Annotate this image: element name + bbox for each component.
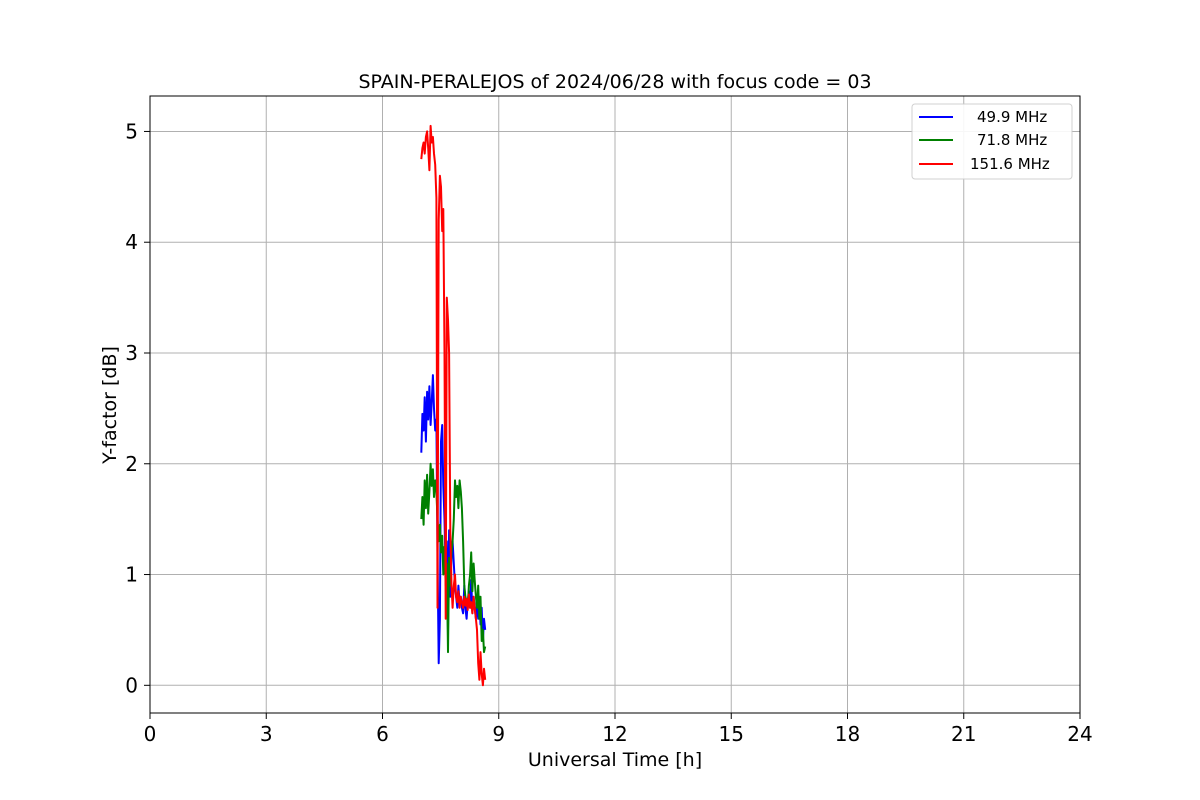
legend-label-49-9: 49.9 MHz — [977, 108, 1047, 126]
series-line-71-8-mhz — [420, 462, 487, 654]
legend-label-151-6: 151.6 MHz — [970, 155, 1050, 173]
y-axis-label: Y-factor [dB] — [99, 346, 121, 465]
legend-box — [911, 103, 1073, 180]
y-tick-label: 5 — [125, 119, 138, 143]
x-tick-label: 24 — [1067, 722, 1092, 746]
x-axis-label: Universal Time [h] — [528, 749, 702, 771]
series-layer — [420, 124, 487, 687]
y-tick-label: 4 — [125, 230, 138, 254]
series-line-151-6-mhz — [420, 124, 487, 687]
x-tick-label: 18 — [835, 722, 860, 746]
x-tick-label: 12 — [602, 722, 627, 746]
x-tick-label: 0 — [144, 722, 157, 746]
legend-label-71-8: 71.8 MHz — [977, 131, 1047, 149]
x-tick-label: 6 — [376, 722, 389, 746]
x-tick-label: 15 — [719, 722, 744, 746]
chart-title: SPAIN-PERALEJOS of 2024/06/28 with focus… — [358, 71, 871, 93]
y-tick-label: 0 — [125, 673, 138, 697]
x-tick-label: 21 — [951, 722, 976, 746]
x-tick-label: 9 — [492, 722, 505, 746]
y-tick-label: 3 — [125, 341, 138, 365]
y-tick-label: 2 — [125, 452, 138, 476]
legend: 49.9 MHz 71.8 MHz 151.6 MHz — [911, 103, 1073, 180]
y-tick-label: 1 — [125, 563, 138, 587]
x-tick-label: 3 — [260, 722, 273, 746]
